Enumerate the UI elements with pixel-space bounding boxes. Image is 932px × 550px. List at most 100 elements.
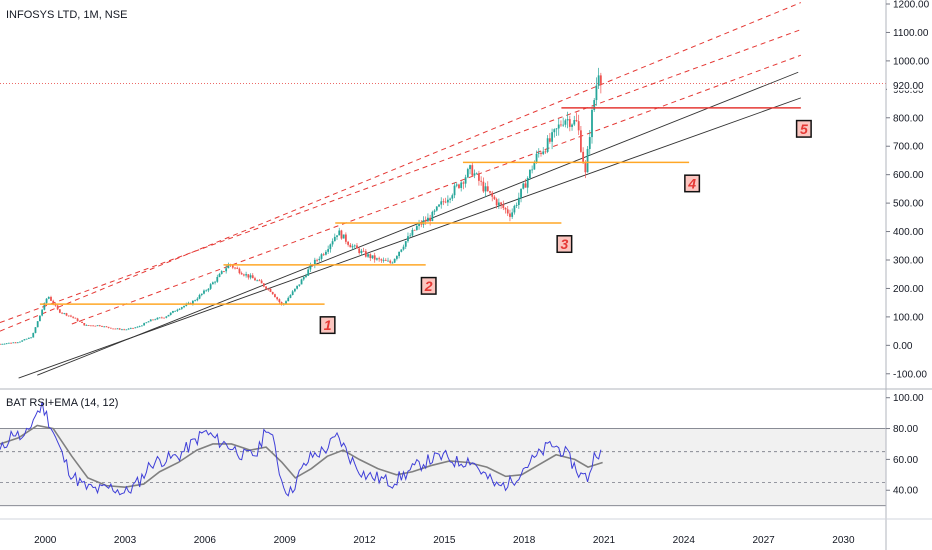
candle-body	[231, 265, 234, 268]
candle-body	[158, 317, 161, 319]
time-tick-label: 2030	[832, 535, 855, 546]
candle-body	[431, 211, 434, 221]
candle-body	[176, 309, 179, 311]
candle-body	[553, 129, 556, 133]
candle-body	[302, 276, 305, 280]
candle-body	[180, 307, 183, 309]
candle-body	[227, 264, 230, 269]
candle-body	[571, 124, 573, 127]
candle-body	[451, 195, 454, 199]
candle-body	[582, 151, 585, 164]
candle-body	[533, 162, 536, 170]
candle-body	[76, 318, 79, 322]
time-tick-label: 2018	[513, 535, 536, 546]
candle-body	[196, 298, 199, 301]
candle-body	[318, 258, 321, 260]
candle-body	[103, 326, 106, 328]
candle-body	[309, 264, 312, 270]
time-tick-label: 2009	[274, 535, 297, 546]
candle-body	[0, 343, 1, 345]
candle-body	[546, 138, 549, 152]
candle-body	[535, 153, 538, 163]
candle-body	[395, 256, 398, 259]
candle-body	[174, 310, 177, 312]
candle-body	[500, 202, 502, 205]
candle-body	[56, 305, 59, 310]
candle-body	[300, 279, 303, 285]
time-tick-label: 2006	[194, 535, 217, 546]
candle-body	[32, 332, 35, 338]
candle-body	[293, 288, 296, 292]
candle-body	[378, 258, 381, 260]
candle-body	[216, 276, 219, 282]
candle-body	[121, 329, 123, 331]
candle-body	[513, 205, 516, 213]
candle-body	[27, 337, 30, 339]
candle-body	[85, 325, 88, 326]
candle-body	[296, 285, 299, 289]
candle-body	[200, 293, 203, 295]
candle-body	[540, 152, 542, 155]
candle-body	[316, 259, 318, 261]
candle-body	[384, 259, 387, 261]
candle-body	[61, 312, 63, 314]
price-tick-label: 400.00	[893, 227, 924, 238]
candle-body	[123, 329, 126, 331]
candle-body	[205, 290, 208, 292]
candle-body	[116, 328, 119, 330]
candle-body	[276, 297, 279, 300]
candle-body	[520, 188, 522, 198]
candle-body	[327, 249, 330, 252]
candle-body	[566, 119, 569, 121]
candle-body	[287, 297, 290, 302]
candle-body	[209, 284, 212, 289]
candle-body	[586, 148, 589, 173]
price-tick-label: 800.00	[893, 113, 924, 124]
candle-body	[400, 249, 403, 252]
candle-body	[94, 325, 97, 327]
candle-body	[251, 275, 254, 279]
candle-body	[163, 317, 165, 319]
level-label-3: 3	[561, 236, 569, 252]
candle-body	[469, 165, 471, 170]
candle-body	[98, 325, 101, 327]
candle-body	[336, 235, 338, 237]
candle-body	[23, 339, 26, 341]
candle-body	[125, 329, 128, 331]
chart-title: INFOSYS LTD, 1M, NSE	[6, 9, 127, 21]
candle-body	[560, 124, 562, 126]
candle-body	[152, 319, 154, 321]
candle-body	[194, 300, 197, 302]
candle-body	[568, 119, 571, 127]
candle-body	[149, 319, 152, 322]
candle-body	[165, 316, 168, 318]
candle-body	[427, 217, 429, 222]
candle-body	[356, 245, 358, 249]
candle-body	[90, 325, 92, 327]
level-box-1	[321, 317, 335, 333]
candle-body	[380, 259, 383, 261]
candle-body	[278, 299, 281, 303]
candle-body	[109, 327, 112, 329]
candle-body	[577, 121, 580, 131]
candle-body	[584, 163, 587, 173]
time-tick-label: 2012	[353, 535, 376, 546]
candle-body	[280, 302, 283, 305]
level-box-4	[685, 175, 699, 191]
candle-body	[52, 300, 55, 304]
candle-body	[588, 137, 591, 149]
level-label-1: 1	[324, 317, 332, 333]
candle-body	[265, 286, 267, 289]
candle-body	[537, 152, 540, 154]
candle-body	[478, 173, 480, 181]
candle-body	[597, 75, 600, 86]
candle-body	[132, 327, 134, 329]
candle-body	[531, 169, 534, 171]
candle-body	[325, 251, 327, 255]
time-tick-label: 2021	[593, 535, 616, 546]
candle-body	[145, 322, 148, 324]
candle-body	[458, 184, 460, 188]
candle-body	[147, 321, 150, 323]
level-label-2: 2	[424, 278, 433, 294]
